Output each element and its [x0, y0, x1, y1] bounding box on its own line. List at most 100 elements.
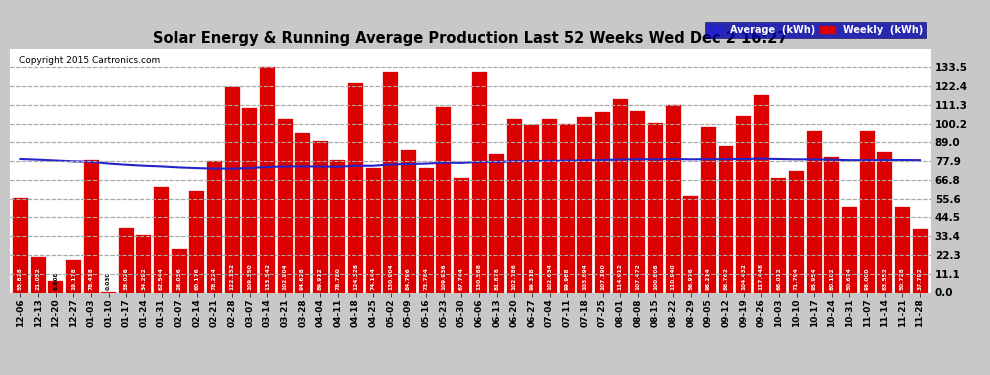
Text: 110.940: 110.940: [670, 263, 675, 290]
Bar: [647, 123, 663, 292]
Text: 117.448: 117.448: [758, 263, 763, 290]
Text: 74.144: 74.144: [370, 267, 376, 290]
Bar: [471, 72, 486, 292]
Text: 68.012: 68.012: [776, 267, 781, 290]
Bar: [701, 127, 716, 292]
Text: 96.000: 96.000: [864, 268, 869, 290]
Text: 37.792: 37.792: [918, 267, 923, 290]
Bar: [507, 119, 522, 292]
Bar: [489, 154, 504, 292]
Bar: [753, 94, 769, 292]
Bar: [877, 152, 892, 292]
Text: 124.328: 124.328: [353, 263, 358, 290]
Bar: [419, 168, 434, 292]
Text: 78.418: 78.418: [88, 267, 93, 290]
Text: 98.214: 98.214: [706, 267, 711, 290]
Bar: [771, 178, 786, 292]
Text: 104.432: 104.432: [742, 263, 746, 290]
Text: 102.634: 102.634: [547, 263, 552, 290]
Bar: [331, 160, 346, 292]
Text: 26.036: 26.036: [177, 267, 182, 290]
Bar: [437, 107, 451, 292]
Text: 103.894: 103.894: [582, 263, 587, 290]
Bar: [66, 260, 81, 292]
Text: 83.552: 83.552: [882, 267, 887, 290]
Text: 81.878: 81.878: [494, 267, 499, 290]
Text: Copyright 2015 Cartronics.com: Copyright 2015 Cartronics.com: [19, 56, 160, 65]
Bar: [313, 141, 328, 292]
Bar: [825, 158, 840, 292]
Text: 122.152: 122.152: [230, 263, 235, 290]
Bar: [454, 178, 469, 292]
Text: 100.808: 100.808: [653, 263, 658, 290]
Bar: [665, 105, 680, 292]
Text: 0.030: 0.030: [106, 272, 111, 290]
Bar: [83, 160, 99, 292]
Bar: [171, 249, 187, 292]
Title: Solar Energy & Running Average Production Last 52 Weeks Wed Dec 2 16:27: Solar Energy & Running Average Productio…: [153, 31, 787, 46]
Text: 78.224: 78.224: [212, 267, 217, 290]
Bar: [13, 198, 28, 292]
Text: 99.318: 99.318: [530, 267, 535, 290]
Bar: [913, 229, 928, 292]
Text: 107.472: 107.472: [636, 263, 641, 290]
Bar: [49, 281, 63, 292]
Bar: [807, 131, 822, 292]
Text: 60.176: 60.176: [194, 267, 199, 290]
Text: 6.808: 6.808: [53, 272, 58, 290]
Text: 95.954: 95.954: [812, 267, 817, 290]
Bar: [683, 196, 698, 292]
Text: 19.178: 19.178: [71, 267, 76, 290]
Text: 130.588: 130.588: [476, 263, 481, 290]
Bar: [737, 117, 751, 292]
Bar: [859, 130, 874, 292]
Bar: [543, 120, 557, 292]
Text: 55.828: 55.828: [18, 267, 23, 290]
Text: 114.912: 114.912: [618, 263, 623, 290]
Bar: [383, 72, 398, 292]
Bar: [137, 235, 151, 292]
Bar: [559, 124, 575, 292]
Text: 102.786: 102.786: [512, 263, 517, 290]
Bar: [631, 111, 645, 292]
Bar: [189, 191, 204, 292]
Text: 99.968: 99.968: [564, 267, 570, 290]
Bar: [243, 108, 257, 292]
Text: 62.544: 62.544: [159, 267, 164, 290]
Bar: [260, 68, 275, 292]
Text: 84.796: 84.796: [406, 267, 411, 290]
Text: 21.052: 21.052: [36, 267, 41, 290]
Text: 50.728: 50.728: [900, 267, 905, 290]
Bar: [348, 83, 363, 292]
Text: 67.744: 67.744: [459, 267, 464, 290]
Text: 133.542: 133.542: [265, 263, 270, 290]
Text: 73.784: 73.784: [424, 267, 429, 290]
Text: 94.628: 94.628: [300, 267, 305, 290]
Bar: [595, 112, 610, 292]
Text: 38.026: 38.026: [124, 267, 129, 290]
Bar: [613, 99, 628, 292]
Bar: [365, 168, 381, 292]
Text: 86.762: 86.762: [724, 267, 729, 290]
Text: 109.350: 109.350: [248, 263, 252, 290]
Text: 78.780: 78.780: [336, 267, 341, 290]
Text: 130.904: 130.904: [388, 263, 393, 290]
Bar: [277, 119, 293, 292]
Text: 34.292: 34.292: [142, 267, 147, 290]
Text: 89.912: 89.912: [318, 267, 323, 290]
Legend: Average  (kWh), Weekly  (kWh): Average (kWh), Weekly (kWh): [705, 22, 926, 38]
Bar: [295, 133, 310, 292]
Text: 80.102: 80.102: [830, 267, 835, 290]
Bar: [401, 150, 416, 292]
Text: 109.936: 109.936: [442, 263, 446, 290]
Bar: [225, 87, 240, 292]
Text: 107.190: 107.190: [600, 263, 605, 290]
Bar: [525, 125, 540, 292]
Bar: [719, 146, 734, 292]
Bar: [895, 207, 910, 292]
Bar: [119, 228, 134, 292]
Bar: [842, 207, 857, 292]
Bar: [789, 171, 804, 292]
Text: 50.674: 50.674: [847, 267, 852, 290]
Text: 102.904: 102.904: [282, 263, 287, 290]
